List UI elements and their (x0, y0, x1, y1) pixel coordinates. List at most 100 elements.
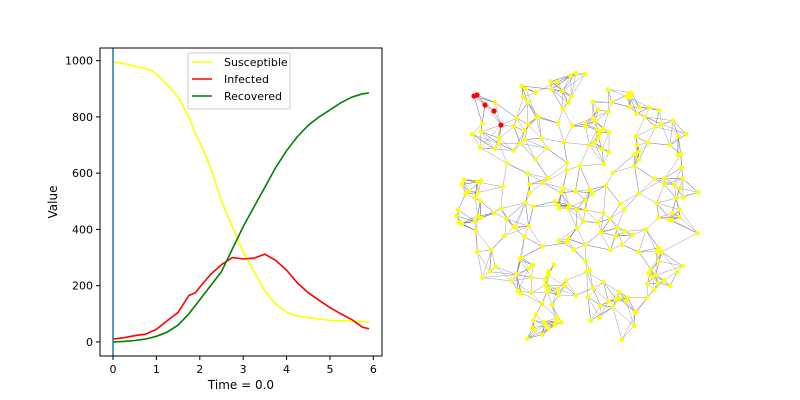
network-edge (635, 126, 656, 137)
network-edge (575, 287, 593, 296)
susceptible-node (473, 195, 478, 200)
network-edge (482, 277, 512, 282)
network-edge (502, 163, 508, 187)
legend-label-susceptible: Susceptible (224, 56, 288, 69)
susceptible-node (525, 122, 531, 127)
susceptible-node (489, 247, 494, 253)
susceptible-node (645, 140, 651, 146)
network-edge (515, 202, 526, 228)
susceptible-node (527, 190, 533, 196)
y-tick-label: 200 (72, 280, 93, 293)
network-edge (638, 142, 649, 160)
plot-frame (99, 47, 383, 357)
network-edge (656, 202, 680, 210)
network-edge (550, 75, 571, 82)
legend: Susceptible Infected Recovered (187, 52, 291, 110)
susceptible-node (544, 146, 550, 151)
susceptible-node (595, 107, 601, 113)
susceptible-node (564, 240, 570, 245)
network-edge (632, 229, 646, 236)
susceptible-node (583, 242, 588, 248)
network-edge (478, 186, 503, 193)
susceptible-node (565, 100, 571, 106)
network-edge (571, 74, 586, 97)
network-edge (542, 242, 567, 247)
network-edge (634, 165, 640, 194)
network-edge (600, 232, 611, 251)
network-edge (656, 202, 673, 221)
network-edge (658, 212, 673, 218)
network-edge (527, 173, 548, 179)
x-axis-label: Time = 0.0 (207, 378, 274, 392)
network-edge (664, 154, 682, 179)
susceptible-node (527, 182, 532, 187)
x-tick-label: 2 (196, 363, 203, 376)
network-edge (579, 163, 604, 167)
network-edge (536, 117, 542, 139)
susceptible-node (463, 191, 468, 197)
susceptible-node (466, 188, 471, 194)
susceptible-node (625, 295, 630, 301)
susceptible-node (553, 319, 559, 324)
network-edge (656, 184, 665, 204)
susceptible-node (570, 123, 575, 129)
network-edge (592, 111, 609, 119)
susceptible-node (545, 175, 551, 181)
network-edge (520, 143, 548, 149)
susceptible-node (569, 94, 574, 99)
susceptible-node (587, 187, 593, 192)
network-edge (585, 209, 604, 214)
network-edge (551, 75, 571, 90)
network-edge (495, 266, 517, 275)
network-edge (576, 227, 586, 245)
network-edge (477, 251, 490, 272)
network-edge (504, 226, 529, 237)
network-edge (479, 147, 508, 164)
susceptible-node (607, 216, 613, 222)
network-edge (513, 126, 521, 144)
susceptible-node (617, 290, 622, 295)
network-edge (576, 189, 591, 210)
susceptible-node (662, 175, 668, 181)
susceptible-node (533, 90, 538, 95)
network-edge (669, 219, 698, 234)
network-edge (625, 300, 635, 326)
susceptible-node (627, 104, 633, 110)
susceptible-node (504, 161, 510, 166)
y-tick-label: 600 (72, 167, 93, 180)
network-edge (484, 104, 502, 126)
network-edge (679, 217, 698, 234)
susceptible-node (530, 204, 536, 209)
network-edge (557, 108, 564, 124)
susceptible-node (670, 118, 676, 124)
network-edge (674, 167, 682, 185)
susceptible-node (622, 229, 627, 234)
network-edge (568, 238, 586, 246)
network-edge (555, 201, 570, 206)
infected-node (491, 108, 497, 114)
network-edge (519, 258, 533, 266)
network-edge (531, 284, 546, 294)
network-edge (546, 148, 568, 164)
susceptible-node (585, 295, 591, 300)
network-edge (603, 281, 620, 293)
susceptible-node (587, 268, 593, 273)
susceptible-node (677, 214, 683, 220)
susceptible-node (695, 190, 701, 195)
network-edge (533, 201, 556, 207)
susceptible-node (605, 87, 611, 92)
network-edge (563, 142, 590, 146)
susceptible-node (573, 293, 579, 298)
network-edge (531, 277, 546, 280)
network-edge (669, 120, 674, 146)
network-edge (494, 102, 502, 126)
network-edge (477, 251, 483, 278)
susceptible-node (646, 271, 651, 276)
susceptible-node (523, 86, 529, 92)
susceptible-node (610, 304, 616, 310)
network-edge (480, 200, 482, 218)
susceptible-node (652, 124, 658, 130)
susceptible-node (617, 296, 622, 301)
susceptible-node (517, 256, 523, 262)
network-edge (630, 97, 637, 114)
